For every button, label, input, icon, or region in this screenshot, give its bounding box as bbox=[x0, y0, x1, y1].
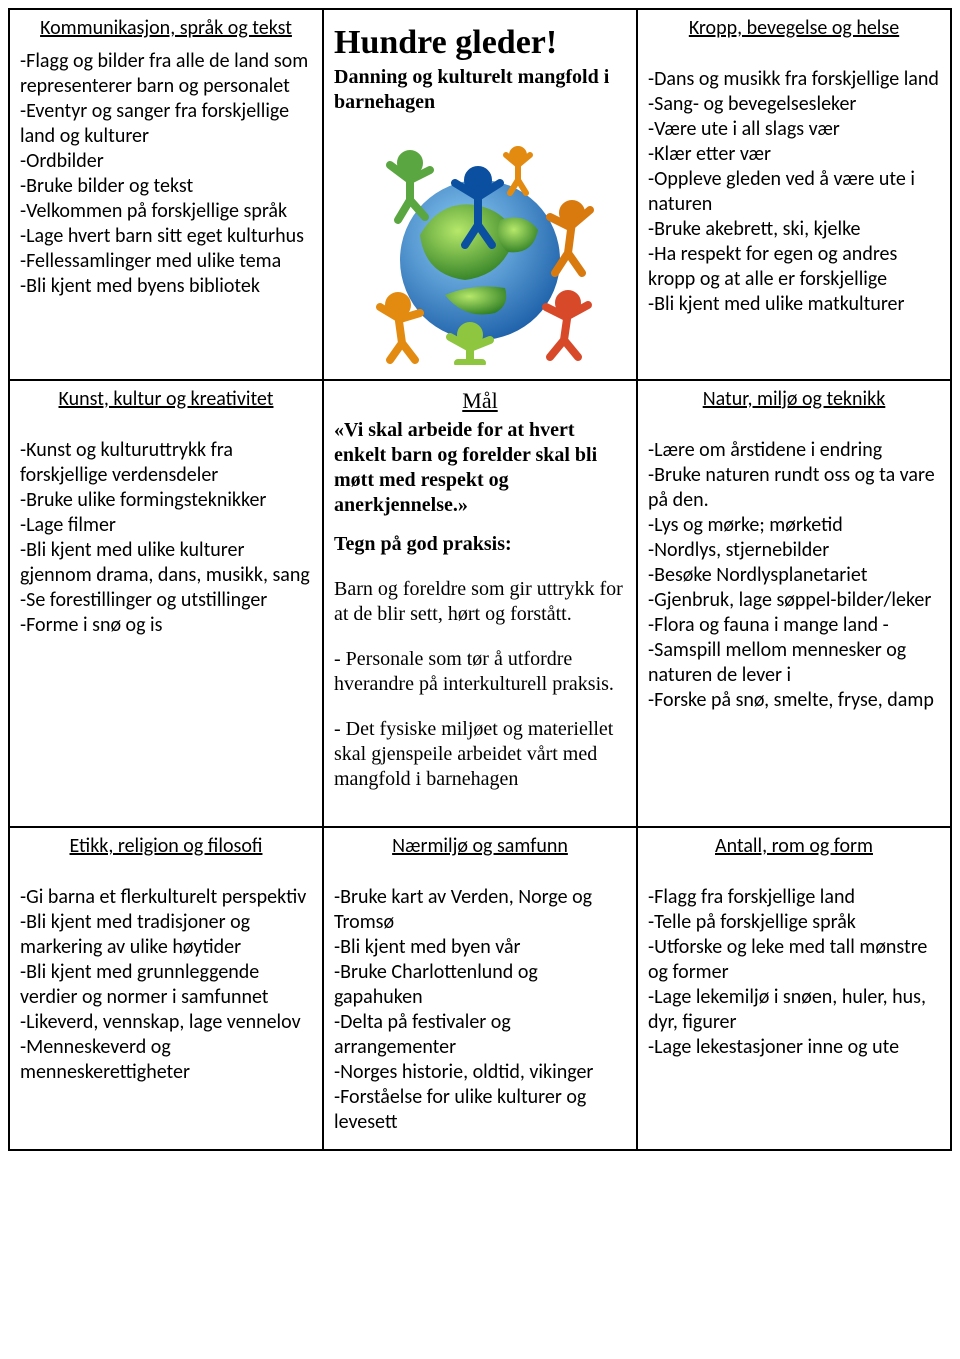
cell-hero: Hundre gleder! Danning og kulturelt mang… bbox=[323, 9, 637, 380]
list-item: -Eventyr og sanger fra forskjellige land… bbox=[20, 99, 312, 149]
list-item: -Forståelse for ulike kulturer og levese… bbox=[334, 1085, 626, 1135]
list-item: - Personale som tør å utfordre hverandre… bbox=[334, 647, 626, 697]
cell-naermiljo: Nærmiljø og samfunn -Bruke kart av Verde… bbox=[323, 827, 637, 1150]
cell-mal: Mål «Vi skal arbeide for at hvert enkelt… bbox=[323, 380, 637, 828]
list-item: -Gi barna et flerkulturelt perspektiv bbox=[20, 885, 312, 910]
list-item: -Klær etter vær bbox=[648, 142, 940, 167]
items-etikk: -Gi barna et flerkulturelt perspektiv-Bl… bbox=[20, 885, 312, 1085]
list-item: -Nordlys, stjernebilder bbox=[648, 538, 940, 563]
list-item: -Bruke kart av Verden, Norge og Tromsø bbox=[334, 885, 626, 935]
list-item: -Bli kjent med ulike matkulturer bbox=[648, 292, 940, 317]
list-item: -Bruke akebrett, ski, kjelke bbox=[648, 217, 940, 242]
heading-etikk: Etikk, religion og filosofi bbox=[20, 834, 312, 859]
cell-kunst: Kunst, kultur og kreativitet -Kunst og k… bbox=[9, 380, 323, 828]
list-item: -Være ute i all slags vær bbox=[648, 117, 940, 142]
mal-body: Barn og foreldre som gir uttrykk for at … bbox=[334, 577, 626, 792]
globe-illustration bbox=[334, 125, 626, 365]
list-item: -Lage lekemiljø i snøen, huler, hus, dyr… bbox=[648, 985, 940, 1035]
list-item: -Fellessamlinger med ulike tema bbox=[20, 249, 312, 274]
hero-title: Hundre gleder! bbox=[334, 22, 626, 65]
list-item: -Ha respekt for egen og andres kropp og … bbox=[648, 242, 940, 292]
list-item: -Lage hvert barn sitt eget kulturhus bbox=[20, 224, 312, 249]
list-item: -Menneskeverd og menneskerettigheter bbox=[20, 1035, 312, 1085]
list-item: -Forme i snø og is bbox=[20, 613, 312, 638]
list-item: -Sang- og bevegelsesleker bbox=[648, 92, 940, 117]
list-item: -Telle på forskjellige språk bbox=[648, 910, 940, 935]
list-item: - Det fysiske miljøet og materiellet ska… bbox=[334, 717, 626, 792]
cell-kommunikasjon: Kommunikasjon, språk og tekst -Flagg og … bbox=[9, 9, 323, 380]
list-item: -Norges historie, oldtid, vikinger bbox=[334, 1060, 626, 1085]
globe-icon bbox=[350, 125, 610, 365]
list-item: -Lage lekestasjoner inne og ute bbox=[648, 1035, 940, 1060]
heading-kropp: Kropp, bevegelse og helse bbox=[648, 16, 940, 41]
list-item: -Lage filmer bbox=[20, 513, 312, 538]
cell-natur: Natur, miljø og teknikk -Lære om årstide… bbox=[637, 380, 951, 828]
items-naermiljo: -Bruke kart av Verden, Norge og Tromsø-B… bbox=[334, 885, 626, 1135]
list-item: -Flagg og bilder fra alle de land som re… bbox=[20, 49, 312, 99]
list-item: -Samspill mellom mennesker og naturen de… bbox=[648, 638, 940, 688]
cell-etikk: Etikk, religion og filosofi -Gi barna et… bbox=[9, 827, 323, 1150]
list-item: Barn og foreldre som gir uttrykk for at … bbox=[334, 577, 626, 627]
items-kunst: -Kunst og kulturuttrykk fra forskjellige… bbox=[20, 438, 312, 638]
list-item: -Bli kjent med grunnleggende verdier og … bbox=[20, 960, 312, 1010]
items-kropp: -Dans og musikk fra forskjellige land-Sa… bbox=[648, 67, 940, 317]
items-natur: -Lære om årstidene i endring-Bruke natur… bbox=[648, 438, 940, 713]
document-grid: Kommunikasjon, språk og tekst -Flagg og … bbox=[8, 8, 952, 1151]
list-item: -Se forestillinger og utstillinger bbox=[20, 588, 312, 613]
list-item: -Utforske og leke med tall mønstre og fo… bbox=[648, 935, 940, 985]
heading-mal: Mål bbox=[334, 387, 626, 415]
list-item: -Bruke bilder og tekst bbox=[20, 174, 312, 199]
list-item: -Bruke Charlottenlund og gapahuken bbox=[334, 960, 626, 1010]
hero-subtitle: Danning og kulturelt mangfold i barnehag… bbox=[334, 65, 626, 115]
list-item: -Forske på snø, smelte, fryse, damp bbox=[648, 688, 940, 713]
list-item: -Ordbilder bbox=[20, 149, 312, 174]
list-item: -Flora og fauna i mange land - bbox=[648, 613, 940, 638]
mal-quote: «Vi skal arbeide for at hvert enkelt bar… bbox=[334, 418, 626, 518]
list-item: -Bruke naturen rundt oss og ta vare på d… bbox=[648, 463, 940, 513]
list-item: -Besøke Nordlysplanetariet bbox=[648, 563, 940, 588]
list-item: -Lære om årstidene i endring bbox=[648, 438, 940, 463]
heading-natur: Natur, miljø og teknikk bbox=[648, 387, 940, 412]
list-item: -Velkommen på forskjellige språk bbox=[20, 199, 312, 224]
list-item: -Bruke ulike formingsteknikker bbox=[20, 488, 312, 513]
cell-kropp: Kropp, bevegelse og helse -Dans og musik… bbox=[637, 9, 951, 380]
list-item: -Gjenbruk, lage søppel-bilder/leker bbox=[648, 588, 940, 613]
list-item: -Flagg fra forskjellige land bbox=[648, 885, 940, 910]
list-item: -Bli kjent med tradisjoner og markering … bbox=[20, 910, 312, 960]
list-item: -Delta på festivaler og arrangementer bbox=[334, 1010, 626, 1060]
list-item: -Oppleve gleden ved å være ute i naturen bbox=[648, 167, 940, 217]
heading-antall: Antall, rom og form bbox=[648, 834, 940, 859]
list-item: -Bli kjent med byens bibliotek bbox=[20, 274, 312, 299]
list-item: -Bli kjent med ulike kulturer gjennom dr… bbox=[20, 538, 312, 588]
items-kommunikasjon: -Flagg og bilder fra alle de land som re… bbox=[20, 49, 312, 299]
list-item: -Dans og musikk fra forskjellige land bbox=[648, 67, 940, 92]
list-item: -Kunst og kulturuttrykk fra forskjellige… bbox=[20, 438, 312, 488]
list-item: -Lys og mørke; mørketid bbox=[648, 513, 940, 538]
items-antall: -Flagg fra forskjellige land-Telle på fo… bbox=[648, 885, 940, 1060]
heading-naermiljo: Nærmiljø og samfunn bbox=[334, 834, 626, 859]
list-item: -Likeverd, vennskap, lage vennelov bbox=[20, 1010, 312, 1035]
list-item: -Bli kjent med byen vår bbox=[334, 935, 626, 960]
mal-sub: Tegn på god praksis: bbox=[334, 532, 626, 557]
heading-kunst: Kunst, kultur og kreativitet bbox=[20, 387, 312, 412]
cell-antall: Antall, rom og form -Flagg fra forskjell… bbox=[637, 827, 951, 1150]
heading-kommunikasjon: Kommunikasjon, språk og tekst bbox=[20, 16, 312, 41]
